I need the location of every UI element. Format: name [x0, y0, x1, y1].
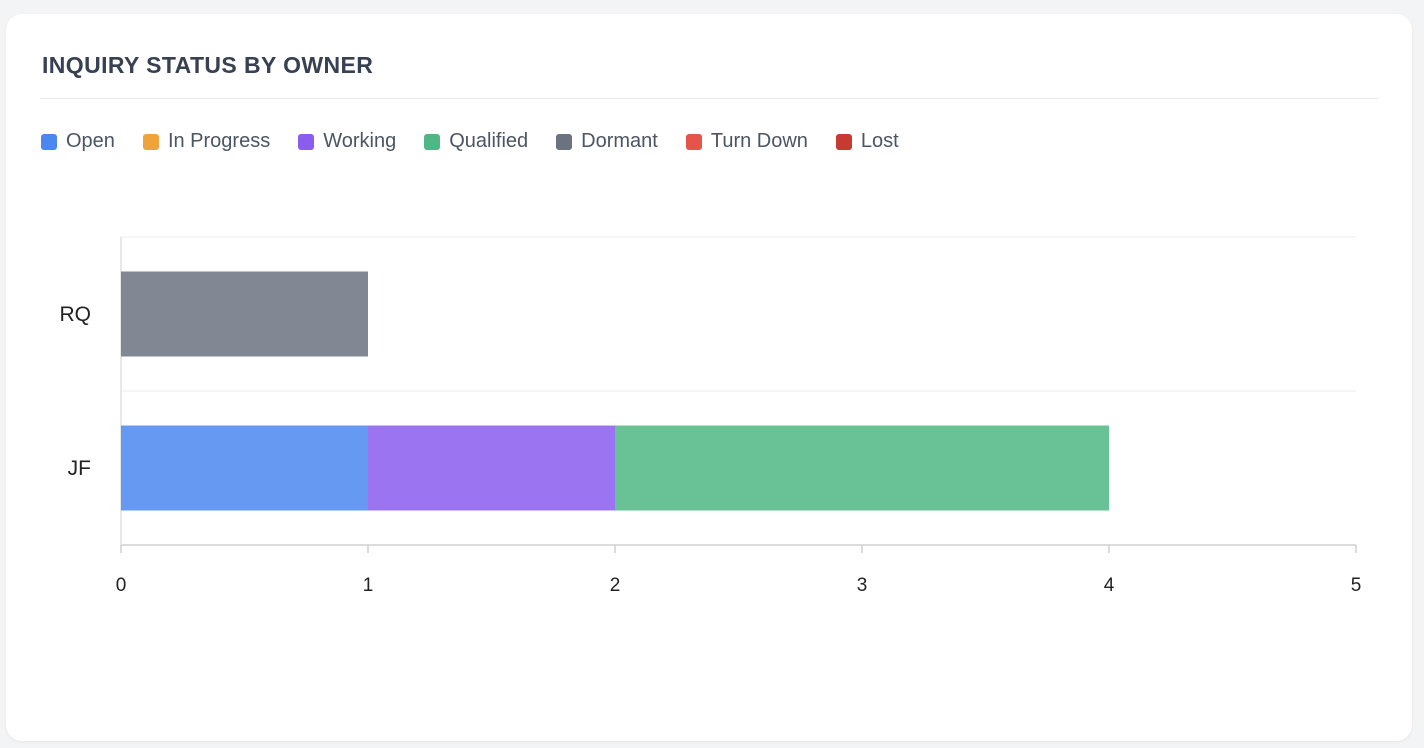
legend-label: Turn Down: [710, 130, 808, 152]
legend-label: Open: [66, 130, 115, 152]
x-tick-label: 3: [857, 575, 868, 596]
x-tick-label: 5: [1351, 575, 1362, 596]
legend-swatch: [424, 133, 441, 150]
legend-label: Working: [323, 130, 397, 152]
legend-item[interactable]: Open: [41, 130, 115, 153]
legend-swatch: [685, 133, 702, 150]
legend-swatch: [556, 133, 573, 150]
legend-item[interactable]: Lost: [835, 130, 899, 153]
legend-item[interactable]: Qualified: [424, 130, 528, 153]
legend-item[interactable]: Working: [298, 130, 396, 153]
bar-segment-working: [368, 425, 615, 511]
x-tick-label: 4: [1104, 575, 1115, 596]
x-tick-label: 0: [116, 575, 127, 596]
bar-chart: 0 1 2 3 4 5 RQ JF: [60, 236, 1362, 596]
legend-label: Lost: [860, 130, 899, 152]
chart-card: INQUIRY STATUS BY OWNER Open In Progress W…: [6, 14, 1412, 741]
bar-segment-dormant: [121, 271, 368, 357]
chart-title: INQUIRY STATUS BY OWNER: [42, 52, 374, 78]
x-tick-label: 2: [610, 575, 621, 596]
legend-swatch: [142, 133, 159, 150]
bar-segment-open: [121, 425, 368, 511]
legend-label: Dormant: [581, 130, 658, 152]
bar-segment-qualified: [615, 425, 1109, 511]
legend-swatch: [298, 133, 315, 150]
legend-item[interactable]: Turn Down: [685, 130, 808, 153]
chart-legend: Open In Progress Working Qualified Dormant Tu…: [41, 130, 927, 153]
legend-label: In Progress: [167, 130, 271, 152]
legend-item[interactable]: In Progress: [142, 130, 271, 153]
title-divider: [40, 98, 1378, 99]
legend-label: Qualified: [449, 130, 529, 152]
legend-swatch: [41, 133, 57, 150]
category-label: RQ: [60, 303, 92, 326]
legend-swatch: [835, 133, 852, 150]
x-tick-label: 1: [363, 575, 374, 596]
category-label: JF: [68, 457, 91, 480]
legend-item[interactable]: Dormant: [556, 130, 658, 153]
